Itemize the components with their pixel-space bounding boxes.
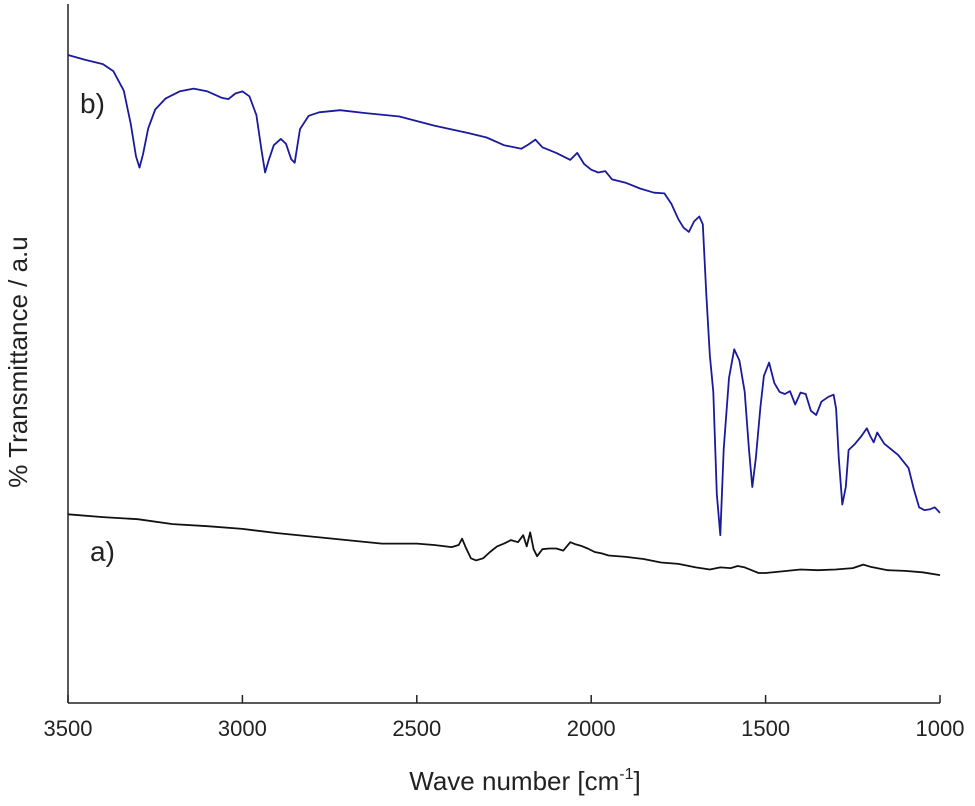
- x-ticks: 3500 3000 2500 2000 1500 1000: [44, 695, 965, 741]
- y-axis-title: % Transmittance / a.u: [3, 236, 33, 487]
- x-axis-title-superscript: -1: [619, 766, 633, 783]
- x-axis-title: Wave number [cm-1]: [409, 766, 640, 796]
- x-tick-label: 3500: [44, 716, 93, 741]
- series-line-a: [67, 513, 941, 576]
- x-axis-title-main: Wave number [cm: [409, 766, 619, 796]
- series-layer: [67, 54, 941, 576]
- x-tick-label: 1000: [916, 716, 965, 741]
- x-tick-label: 2000: [567, 716, 616, 741]
- x-tick-label: 2500: [392, 716, 441, 741]
- x-tick-label: 1500: [741, 716, 790, 741]
- x-axis-title-end: ]: [633, 766, 640, 796]
- series-label-b: b): [80, 88, 105, 119]
- x-tick-label: 3000: [218, 716, 267, 741]
- series-label-a: a): [90, 536, 115, 567]
- series-line-b: [67, 54, 941, 537]
